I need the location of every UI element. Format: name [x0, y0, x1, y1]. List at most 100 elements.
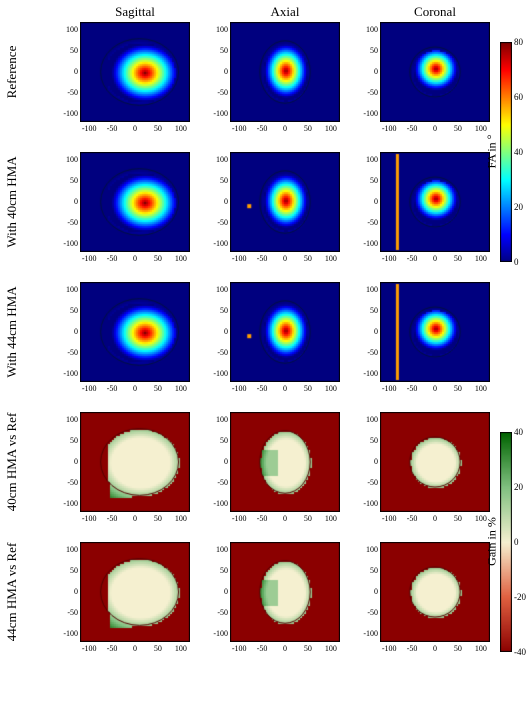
ytick: 0 — [56, 457, 78, 466]
ytick: -50 — [356, 348, 378, 357]
xtick: 100 — [321, 254, 341, 263]
ytick: 0 — [356, 587, 378, 596]
ytick: 100 — [356, 415, 378, 424]
xtick: 50 — [448, 124, 468, 133]
panel-r0-c2: -100-50050100-100-50050100 — [360, 22, 490, 142]
ytick: 0 — [206, 327, 228, 336]
col-header-1: Axial — [220, 4, 350, 20]
row-label-2: With 44cm HMA — [4, 272, 20, 392]
row-label-1: With 40cm HMA — [4, 142, 20, 262]
xtick: -100 — [379, 384, 399, 393]
xtick: -50 — [102, 384, 122, 393]
cbar-tick: 0 — [514, 257, 526, 267]
ytick: 0 — [206, 67, 228, 76]
colorbar-canvas — [500, 432, 512, 652]
xtick: 100 — [171, 124, 191, 133]
ytick: 50 — [356, 436, 378, 445]
ytick: 50 — [356, 46, 378, 55]
ytick: 50 — [206, 46, 228, 55]
ytick: 50 — [56, 46, 78, 55]
ytick: 100 — [206, 285, 228, 294]
xtick: 100 — [471, 644, 491, 653]
xtick: -50 — [252, 124, 272, 133]
panel-r3-c0: -100-50050100-100-50050100 — [60, 412, 190, 532]
panel-r3-c1: -100-50050100-100-50050100 — [210, 412, 340, 532]
plot-canvas — [80, 22, 190, 122]
panel-r4-c1: -100-50050100-100-50050100 — [210, 542, 340, 662]
ytick: 50 — [206, 306, 228, 315]
ytick: 100 — [206, 155, 228, 164]
ytick: 0 — [56, 67, 78, 76]
xtick: -100 — [79, 254, 99, 263]
plot-canvas — [230, 282, 340, 382]
ytick: -100 — [356, 239, 378, 248]
xtick: -100 — [379, 254, 399, 263]
cbar-label: FA in ° — [485, 112, 500, 192]
ytick: -100 — [56, 239, 78, 248]
ytick: 50 — [56, 436, 78, 445]
ytick: -100 — [206, 629, 228, 638]
ytick: 0 — [356, 327, 378, 336]
xtick: 100 — [321, 384, 341, 393]
ytick: 50 — [206, 436, 228, 445]
xtick: 50 — [448, 514, 468, 523]
xtick: 50 — [148, 514, 168, 523]
ytick: -100 — [206, 109, 228, 118]
xtick: -50 — [252, 254, 272, 263]
xtick: 0 — [425, 124, 445, 133]
ytick: 100 — [356, 545, 378, 554]
colorbar-canvas — [500, 42, 512, 262]
ytick: -100 — [206, 499, 228, 508]
xtick: -100 — [379, 514, 399, 523]
ytick: -50 — [356, 608, 378, 617]
xtick: 100 — [471, 384, 491, 393]
ytick: 100 — [56, 25, 78, 34]
xtick: -50 — [102, 644, 122, 653]
ytick: -50 — [356, 218, 378, 227]
xtick: 50 — [298, 124, 318, 133]
xtick: 0 — [425, 254, 445, 263]
ytick: -50 — [56, 348, 78, 357]
xtick: -50 — [102, 514, 122, 523]
ytick: -100 — [356, 499, 378, 508]
ytick: -50 — [356, 478, 378, 487]
ytick: 50 — [56, 566, 78, 575]
xtick: 0 — [125, 384, 145, 393]
xtick: 0 — [275, 514, 295, 523]
xtick: 0 — [275, 254, 295, 263]
panel-r0-c0: -100-50050100-100-50050100 — [60, 22, 190, 142]
xtick: -50 — [252, 514, 272, 523]
ytick: -50 — [56, 218, 78, 227]
ytick: -100 — [356, 369, 378, 378]
plot-canvas — [380, 412, 490, 512]
ytick: -50 — [356, 88, 378, 97]
xtick: -50 — [402, 124, 422, 133]
ytick: 0 — [56, 197, 78, 206]
ytick: -50 — [56, 608, 78, 617]
ytick: -100 — [56, 629, 78, 638]
ytick: 50 — [206, 176, 228, 185]
ytick: -100 — [56, 499, 78, 508]
ytick: 50 — [356, 566, 378, 575]
plot-canvas — [80, 152, 190, 252]
xtick: -100 — [79, 124, 99, 133]
xtick: 0 — [425, 644, 445, 653]
cbar-tick: -20 — [514, 592, 526, 602]
xtick: -50 — [402, 514, 422, 523]
xtick: 0 — [275, 124, 295, 133]
xtick: -50 — [102, 124, 122, 133]
ytick: 50 — [356, 176, 378, 185]
ytick: -100 — [206, 239, 228, 248]
cbar-tick: 80 — [514, 37, 526, 47]
panel-r3-c2: -100-50050100-100-50050100 — [360, 412, 490, 532]
ytick: 0 — [56, 327, 78, 336]
xtick: 50 — [448, 644, 468, 653]
xtick: -100 — [229, 644, 249, 653]
panel-r4-c2: -100-50050100-100-50050100 — [360, 542, 490, 662]
ytick: -50 — [206, 218, 228, 227]
xtick: -50 — [252, 644, 272, 653]
xtick: 0 — [125, 514, 145, 523]
ytick: 50 — [356, 306, 378, 315]
xtick: -100 — [229, 254, 249, 263]
xtick: 0 — [125, 124, 145, 133]
